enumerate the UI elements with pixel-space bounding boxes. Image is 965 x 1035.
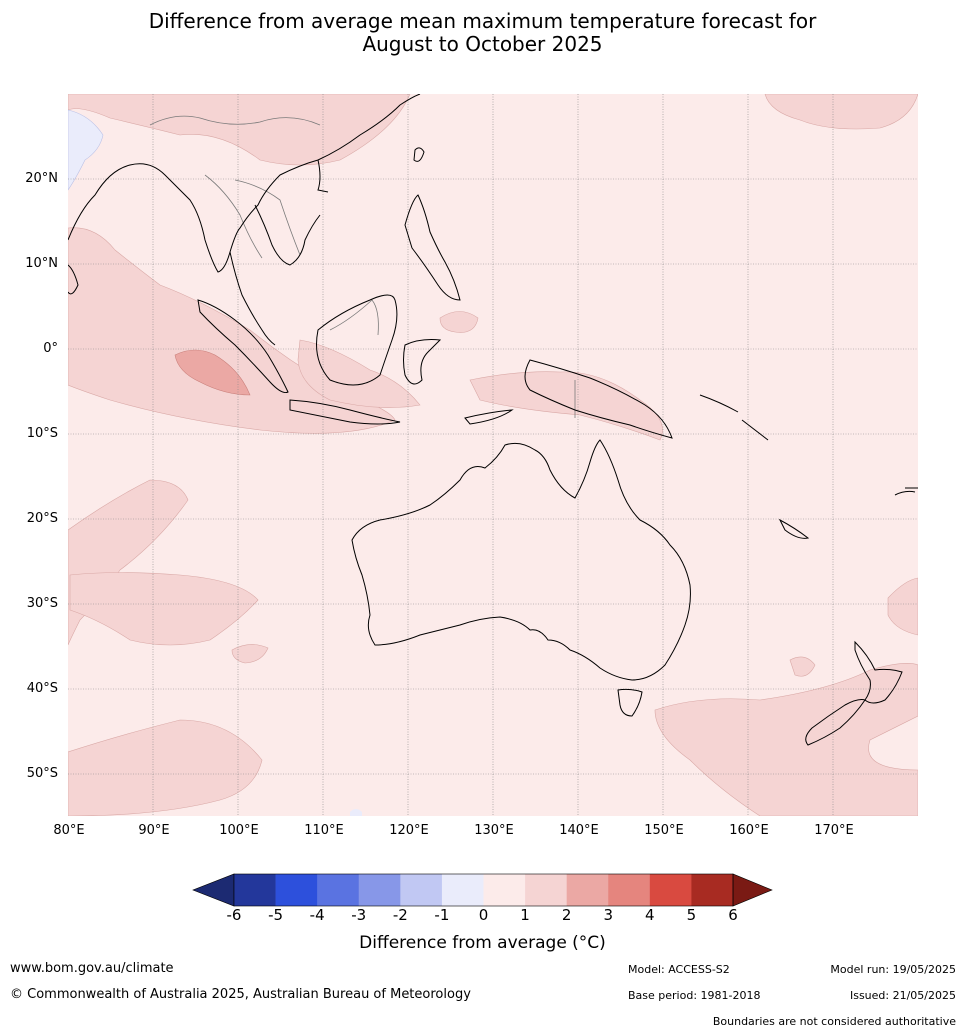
colorbar-tick-label: 6 bbox=[728, 906, 738, 924]
issued-text: Issued: 21/05/2025 bbox=[849, 989, 956, 1002]
colorbar-tick-label: -1 bbox=[434, 906, 450, 924]
title-line-1: Difference from average mean maximum tem… bbox=[148, 9, 817, 33]
lon-label-130e: 130°E bbox=[474, 823, 514, 838]
lon-label-160e: 160°E bbox=[729, 823, 769, 838]
colorbar-segment bbox=[441, 874, 484, 906]
model-text: Model: ACCESS-S2 bbox=[628, 963, 730, 976]
colorbar-segment bbox=[275, 874, 318, 906]
coastlines bbox=[68, 94, 918, 746]
colorbar-tick-label: 5 bbox=[686, 906, 697, 924]
country-borders bbox=[149, 115, 576, 418]
colorbar-segment bbox=[317, 874, 360, 906]
lon-label-170e: 170°E bbox=[814, 823, 854, 838]
colorbar-segment bbox=[400, 874, 443, 906]
anomaly-1-2-regions bbox=[68, 94, 918, 816]
colorbar-tick-label: -6 bbox=[226, 906, 242, 924]
lon-label-100e: 100°E bbox=[219, 823, 259, 838]
lon-label-90e: 90°E bbox=[138, 823, 170, 838]
anomaly-2-3-region bbox=[174, 349, 251, 396]
colorbar-tick-label: 4 bbox=[645, 906, 655, 924]
lon-label-150e: 150°E bbox=[644, 823, 684, 838]
colorbar-label: Difference from average (°C) bbox=[359, 933, 606, 953]
colorbar-segment bbox=[483, 874, 526, 906]
colorbar-tick-label: -5 bbox=[268, 906, 284, 924]
colorbar-under-extension bbox=[192, 873, 235, 907]
lat-label-30s: 30°S bbox=[26, 596, 58, 611]
colorbar-segment bbox=[234, 874, 276, 906]
new-zealand-coastline bbox=[854, 640, 903, 704]
colorbar-tick-label: 0 bbox=[478, 906, 489, 924]
colorbar-tick-label: 3 bbox=[603, 906, 614, 924]
colorbar-over-extension bbox=[732, 873, 773, 907]
colorbar-segment bbox=[358, 874, 401, 906]
lat-label-20s: 20°S bbox=[26, 511, 58, 526]
colorbar-segment bbox=[525, 874, 567, 906]
lon-label-140e: 140°E bbox=[559, 823, 599, 838]
colorbar-tick-label: 1 bbox=[520, 906, 530, 924]
chart-title: Difference from average mean maximum tem… bbox=[0, 10, 965, 56]
website-link[interactable]: www.bom.gov.au/climate bbox=[10, 961, 174, 976]
lat-label-40s: 40°S bbox=[26, 681, 58, 696]
colorbar-segment bbox=[608, 874, 651, 906]
lon-label-80e: 80°E bbox=[53, 823, 85, 838]
colorbar-tick-label: -3 bbox=[351, 906, 367, 924]
lat-label-50s: 50°S bbox=[26, 766, 58, 781]
anomaly-cool-region bbox=[68, 109, 104, 191]
lon-label-120e: 120°E bbox=[389, 823, 429, 838]
lon-label-110e: 110°E bbox=[304, 823, 344, 838]
colorbar-tick-label: 2 bbox=[561, 906, 572, 924]
colorbar-segment bbox=[566, 874, 609, 906]
lat-label-0: 0° bbox=[43, 341, 58, 356]
copyright-text: © Commonwealth of Australia 2025, Austra… bbox=[10, 987, 471, 1002]
model-run-text: Model run: 19/05/2025 bbox=[830, 963, 956, 976]
boundaries-note: Boundaries are not considered authoritat… bbox=[712, 1015, 956, 1028]
colorbar-outline bbox=[233, 873, 734, 907]
australia-coastline bbox=[351, 439, 691, 681]
base-period-text: Base period: 1981-2018 bbox=[628, 989, 761, 1002]
lat-label-10n: 10°N bbox=[25, 256, 58, 271]
colorbar-segment bbox=[691, 874, 734, 906]
lat-label-10s: 10°S bbox=[26, 426, 58, 441]
colorbar-tick-label: -4 bbox=[309, 906, 325, 924]
colorbar-tick-label: -2 bbox=[392, 906, 408, 924]
title-line-2: August to October 2025 bbox=[362, 32, 603, 56]
lat-label-20n: 20°N bbox=[25, 171, 58, 186]
colorbar-segment bbox=[649, 874, 692, 906]
